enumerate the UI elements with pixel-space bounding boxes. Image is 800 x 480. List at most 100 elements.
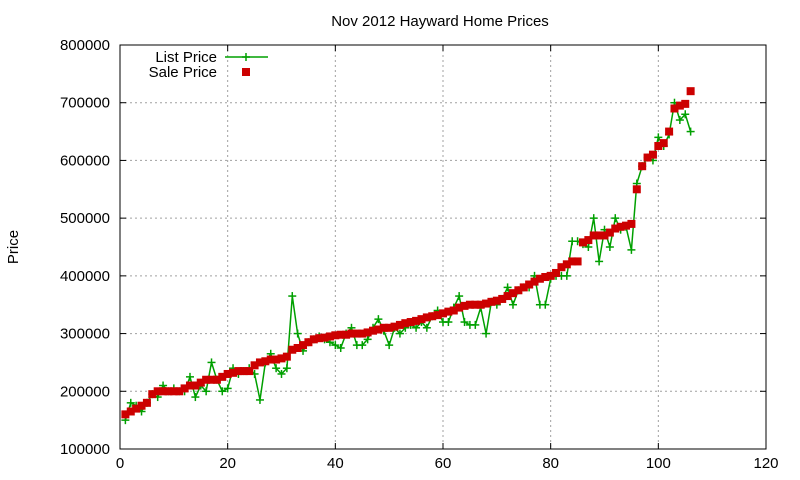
list-price-point bbox=[202, 387, 211, 396]
sale-price-point bbox=[369, 326, 378, 335]
sale-price-point bbox=[223, 369, 232, 378]
list-price-point bbox=[541, 300, 550, 309]
list-price-point bbox=[293, 329, 302, 338]
sale-price-point bbox=[412, 316, 421, 325]
sale-price-point bbox=[245, 367, 254, 376]
y-tick-label: 300000 bbox=[60, 326, 110, 343]
sale-price-point bbox=[471, 300, 480, 309]
sale-price-point bbox=[632, 185, 641, 194]
y-tick-label: 700000 bbox=[60, 95, 110, 112]
sale-price-point bbox=[180, 384, 189, 393]
list-price-point bbox=[395, 329, 404, 338]
sale-price-point bbox=[255, 358, 264, 367]
sale-price-point bbox=[482, 299, 491, 308]
sale-price-point bbox=[503, 292, 512, 301]
list-price-point bbox=[627, 245, 636, 254]
list-price-point bbox=[460, 318, 469, 327]
sale-price-point bbox=[439, 309, 447, 318]
sale-price-point bbox=[401, 319, 410, 328]
sale-price-point bbox=[309, 335, 318, 344]
list-price-point bbox=[605, 243, 614, 251]
x-tick-label: 120 bbox=[753, 455, 778, 472]
sale-price-point bbox=[622, 221, 631, 230]
sale-price-point bbox=[455, 303, 464, 312]
sale-price-point bbox=[175, 387, 184, 396]
sale-price-point bbox=[379, 323, 388, 332]
sale-price-point bbox=[519, 283, 528, 292]
sale-price-point bbox=[277, 354, 286, 363]
sale-price-point bbox=[250, 361, 259, 370]
list-price-point bbox=[374, 315, 383, 324]
sale-price-point bbox=[218, 372, 227, 381]
sale-price-point bbox=[342, 330, 351, 339]
x-tick-label: 100 bbox=[646, 455, 671, 472]
sale-price-point bbox=[126, 407, 135, 416]
sale-price-point bbox=[449, 306, 458, 315]
list-price-point bbox=[223, 384, 232, 393]
sale-price-point bbox=[202, 375, 211, 384]
list-price-point bbox=[288, 292, 297, 301]
sale-price-point bbox=[578, 238, 587, 247]
list-price-point bbox=[654, 133, 663, 142]
sale-price-point bbox=[385, 323, 394, 332]
sale-price-point bbox=[600, 231, 609, 240]
y-axis-ticks: 100000 200000 300000 400000 500000 600000 7000… bbox=[60, 37, 766, 458]
sale-price-point bbox=[675, 101, 684, 110]
sale-price-point bbox=[444, 307, 453, 316]
sale-price-point bbox=[282, 352, 291, 361]
sale-price-point bbox=[498, 294, 507, 303]
sale-price-point bbox=[137, 401, 146, 410]
sale-price-point bbox=[347, 329, 356, 338]
list-price-point bbox=[185, 372, 194, 381]
sale-price-point bbox=[465, 300, 474, 309]
sale-price-point bbox=[164, 387, 173, 396]
series-layer bbox=[121, 87, 695, 425]
list-price-point bbox=[471, 320, 480, 329]
y-tick-label: 600000 bbox=[60, 152, 110, 169]
list-price-point bbox=[207, 358, 216, 367]
sale-price-point bbox=[557, 263, 566, 272]
sale-price-point bbox=[605, 228, 614, 237]
list-price-point bbox=[562, 271, 571, 280]
sale-price-point bbox=[681, 99, 690, 108]
legend-label-sale-price: Sale Price bbox=[149, 64, 217, 81]
x-tick-label: 40 bbox=[327, 455, 344, 472]
sale-price-point bbox=[492, 296, 501, 305]
x-tick-label: 0 bbox=[116, 455, 124, 472]
y-tick-label: 100000 bbox=[60, 441, 110, 458]
legend-label-list-price: List Price bbox=[155, 49, 217, 66]
sale-price-point bbox=[654, 142, 663, 150]
sale-price-point bbox=[422, 313, 431, 322]
legend: List Price Sale Price bbox=[149, 49, 268, 81]
y-tick-label: 800000 bbox=[60, 37, 110, 54]
list-price-point bbox=[363, 335, 372, 344]
sale-price-point bbox=[595, 231, 604, 240]
list-price-point bbox=[611, 214, 620, 223]
sale-price-point bbox=[272, 355, 281, 364]
sale-price-point bbox=[433, 311, 442, 320]
sale-price-point bbox=[541, 273, 550, 282]
list-price-point bbox=[675, 116, 684, 125]
list-price-point bbox=[584, 243, 593, 251]
sale-price-point bbox=[374, 325, 383, 334]
sale-price-point bbox=[331, 331, 340, 340]
sale-price-point bbox=[196, 378, 205, 387]
list-price-point bbox=[444, 318, 453, 327]
sale-price-point bbox=[320, 333, 329, 342]
list-price-point bbox=[255, 395, 264, 404]
list-price-point bbox=[482, 329, 491, 338]
list-price-point bbox=[282, 364, 291, 373]
sale-price-point bbox=[212, 375, 221, 384]
sale-price-point bbox=[665, 127, 674, 136]
sale-price-point bbox=[487, 297, 496, 306]
list-price-point bbox=[508, 300, 517, 309]
sale-price-point bbox=[121, 410, 130, 419]
sale-price-point bbox=[159, 387, 168, 396]
sale-price-point bbox=[315, 334, 324, 343]
sale-price-point bbox=[417, 315, 426, 324]
sale-price-point bbox=[530, 277, 539, 286]
list-price-point bbox=[412, 323, 421, 332]
sale-price-point bbox=[611, 224, 620, 233]
legend-sample-list-price bbox=[225, 53, 268, 61]
